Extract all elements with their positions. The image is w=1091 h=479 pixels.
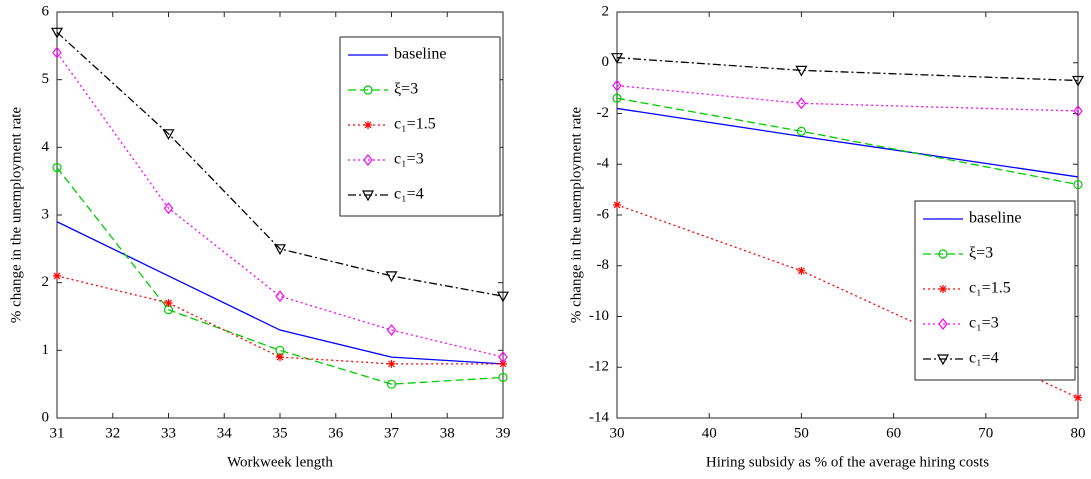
legend-label: c₁=4 — [394, 186, 424, 203]
marker — [796, 126, 807, 136]
x-tick-label: 37 — [384, 425, 400, 441]
marker — [387, 359, 396, 368]
marker — [612, 79, 622, 92]
legend-marker — [363, 85, 373, 95]
series-line — [56, 275, 503, 365]
marker — [499, 359, 507, 368]
x-tick-label: 31 — [50, 425, 65, 441]
x-axis-label: Workweek length — [227, 454, 333, 470]
y-tick-label: -2 — [597, 105, 610, 121]
series-line — [616, 57, 1079, 82]
x-tick-label: 32 — [105, 425, 120, 441]
legend-label: c₁=3 — [394, 151, 424, 168]
y-tick-label: 0 — [602, 54, 610, 70]
x-tick-label: 38 — [440, 425, 455, 441]
series-line — [616, 84, 1079, 112]
series-line — [616, 107, 1079, 178]
legend-marker — [939, 285, 947, 293]
legend-label: c₁=1.5 — [394, 116, 436, 133]
legend-marker — [938, 318, 948, 330]
legend-label: c₁=1.5 — [969, 280, 1011, 297]
x-tick-label: 70 — [978, 425, 993, 441]
y-tick-label: 5 — [42, 71, 50, 87]
marker — [275, 290, 285, 303]
marker — [1074, 393, 1082, 402]
y-tick-label: -12 — [589, 359, 609, 375]
legend-marker — [936, 354, 950, 366]
marker — [163, 202, 174, 215]
y-tick-label: 2 — [42, 274, 50, 290]
series-line — [56, 221, 504, 365]
y-axis-label: % change in the unemployment rate — [568, 107, 584, 324]
y-tick-label: 0 — [42, 409, 50, 425]
y-tick-label: 4 — [42, 139, 50, 155]
y-tick-label: -14 — [589, 409, 609, 425]
x-tick-label: 80 — [1071, 425, 1086, 441]
y-tick-label: 1 — [42, 342, 50, 358]
marker — [386, 379, 397, 389]
series-line — [616, 97, 1079, 186]
legend-label: ξ=3 — [394, 81, 418, 98]
marker — [1073, 179, 1083, 190]
marker — [498, 372, 508, 382]
marker — [796, 97, 807, 110]
x-tick-label: 36 — [328, 425, 344, 441]
legend-label: c₁=3 — [969, 315, 999, 332]
y-tick-label: -4 — [597, 156, 610, 172]
marker — [52, 46, 62, 59]
legend-label: baseline — [969, 210, 1021, 227]
marker — [612, 93, 622, 103]
y-tick-label: -8 — [597, 257, 610, 273]
y-tick-label: 6 — [42, 3, 50, 19]
y-tick-label: 2 — [602, 3, 610, 19]
marker — [1071, 75, 1085, 87]
y-tick-label: -10 — [589, 308, 609, 324]
legend-label: c₁=4 — [969, 350, 999, 367]
legend-marker — [363, 154, 373, 166]
marker — [276, 353, 284, 362]
marker — [386, 324, 397, 336]
x-tick-label: 39 — [496, 425, 511, 441]
x-tick-label: 40 — [702, 425, 717, 441]
marker — [498, 351, 508, 364]
legend-marker — [361, 190, 375, 202]
legend-marker — [938, 249, 948, 259]
marker — [52, 163, 62, 173]
y-tick-label: -6 — [597, 206, 610, 222]
x-tick-label: 30 — [610, 425, 625, 441]
x-tick-label: 33 — [161, 425, 176, 441]
y-tick-label: 3 — [42, 206, 50, 222]
x-tick-label: 34 — [217, 425, 233, 441]
marker — [496, 291, 510, 303]
marker — [613, 200, 621, 209]
marker — [53, 271, 61, 280]
series-line — [56, 31, 504, 297]
marker — [797, 266, 806, 275]
marker — [273, 244, 287, 256]
x-axis-label: Hiring subsidy as % of the average hirin… — [706, 454, 989, 470]
marker — [164, 298, 173, 307]
marker — [610, 53, 624, 64]
x-tick-label: 50 — [794, 425, 809, 441]
marker — [1073, 105, 1083, 117]
legend-marker — [364, 121, 372, 129]
marker — [795, 65, 808, 77]
marker — [385, 271, 398, 283]
marker — [50, 27, 64, 39]
x-tick-label: 60 — [886, 425, 901, 441]
marker — [162, 129, 175, 141]
y-axis-label: % change in the unemployment rate — [8, 107, 24, 324]
x-tick-label: 35 — [273, 425, 288, 441]
legend-label: ξ=3 — [969, 245, 993, 262]
series-line — [56, 167, 504, 385]
legend-label: baseline — [394, 46, 446, 63]
